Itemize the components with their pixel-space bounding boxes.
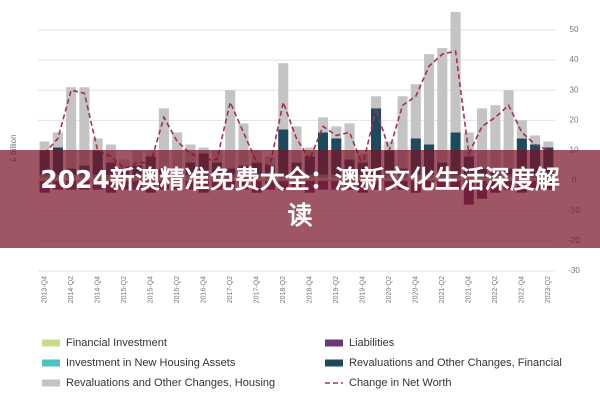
x-tick-label: 2014-Q4 [94,276,101,303]
bar-segment [291,126,302,163]
banner-title: 2024新澳精准免费大全：澳新文化生活深度解读 [40,165,560,230]
bar-segment [530,135,541,145]
x-tick-label: 2021-Q4 [466,276,473,303]
banner [0,150,600,248]
bar-segment [410,84,421,139]
bar-segment [317,117,329,133]
bar-segment [371,96,382,109]
bar-segment [490,105,501,172]
x-tick-label: 2017-Q4 [254,276,261,303]
bar-segment [437,48,448,163]
bar-segment [384,141,395,151]
bar-segment [397,96,408,169]
x-tick-label: 2022-Q2 [492,276,499,303]
legend-swatch [325,359,343,367]
bar-segment [450,11,461,133]
bar-segment [331,126,342,139]
y-tick-label: -30 [568,266,580,275]
x-tick-label: 2019-Q4 [360,276,367,303]
x-tick-label: 2014-Q2 [68,276,75,303]
y-tick-label: 50 [570,25,579,34]
y-tick-label: 30 [570,85,579,94]
y-axis-label: £ billion [9,134,18,161]
bar-segment [92,138,103,151]
bar-segment [516,120,527,139]
legend-label: Liabilities [349,337,395,349]
bar-segment [52,132,63,148]
x-tick-label: 2013-Q4 [41,276,48,303]
x-tick-label: 2016-Q4 [201,276,208,303]
y-tick-label: 40 [570,55,579,64]
bar-segment [477,108,488,169]
legend-label: Revaluations and Other Changes, Housing [66,377,275,389]
bar-segment [66,87,77,169]
legend-label: Change in Net Worth [349,377,452,389]
x-tick-label: 2020-Q4 [413,276,420,303]
x-tick-label: 2016-Q2 [174,276,181,303]
legend-swatch [42,339,60,347]
bar-segment [39,141,50,151]
bar-segment [225,90,236,169]
x-tick-label: 2022-Q4 [519,276,526,303]
legend-label: Financial Investment [66,337,167,349]
x-tick-label: 2020-Q2 [386,276,393,303]
legend-label: Investment in New Housing Assets [66,357,236,369]
x-tick-label: 2021-Q2 [439,276,446,303]
y-tick-label: 20 [570,115,579,124]
legend-swatch [325,339,343,347]
bar-segment [503,90,514,169]
x-tick-label: 2019-Q2 [333,276,340,303]
x-tick-label: 2023-Q2 [545,276,552,303]
bar-segment [344,123,355,160]
bar-segment [278,63,289,130]
x-tick-label: 2018-Q4 [307,276,314,303]
bar-segment [463,132,474,157]
x-tick-label: 2018-Q2 [280,276,287,303]
x-tick-label: 2015-Q4 [148,276,155,303]
legend-swatch [42,359,60,367]
bar-segment [79,87,90,166]
bar-segment [543,141,554,148]
legend-swatch [42,379,60,387]
x-tick-label: 2017-Q2 [227,276,234,303]
bar-segment [424,54,435,145]
bar-segment [158,108,169,169]
x-tick-label: 2015-Q2 [121,276,128,303]
legend-label: Revaluations and Other Changes, Financia… [349,357,562,369]
bar-segment [371,108,382,175]
bar-segment [238,123,249,166]
